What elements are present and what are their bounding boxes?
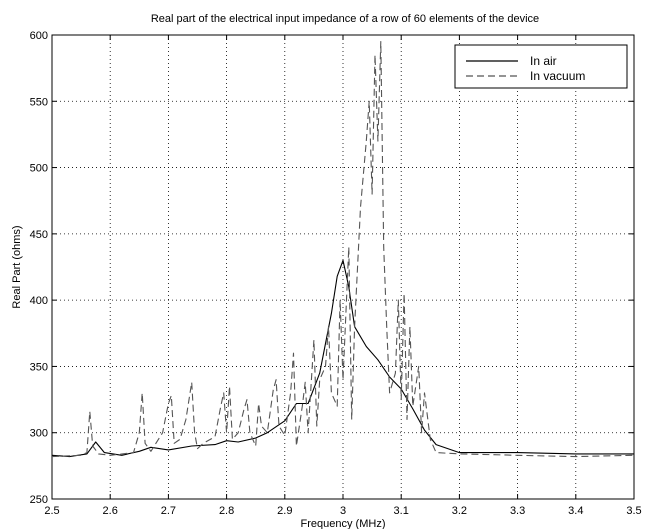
y-tick-label: 600: [30, 30, 48, 42]
y-tick-label: 400: [30, 295, 48, 307]
x-tick-label: 3.2: [452, 505, 467, 517]
y-axis-ticks: 250 300 350 400 450 500 550 600: [30, 30, 634, 506]
x-tick-label: 2.6: [103, 505, 118, 517]
x-tick-label: 3.1: [394, 505, 409, 517]
y-tick-label: 350: [30, 361, 48, 373]
x-tick-label: 2.5: [44, 505, 59, 517]
series-line-in-vacuum: [51, 41, 635, 458]
chart-title: Real part of the electrical input impeda…: [151, 13, 539, 25]
x-tick-label: 3.5: [626, 505, 641, 517]
x-tick-label: 2.9: [277, 505, 292, 517]
x-tick-label: 2.8: [219, 505, 234, 517]
y-tick-label: 250: [30, 494, 48, 506]
grid-lines: [52, 35, 634, 499]
x-tick-label: 3.4: [568, 505, 583, 517]
x-tick-label: 2.7: [161, 505, 176, 517]
legend-box: [454, 44, 628, 89]
y-tick-label: 550: [30, 96, 48, 108]
legend: In air In vacuum: [454, 44, 628, 89]
y-tick-label: 450: [30, 229, 48, 241]
y-axis-label: Real Part (ohms): [11, 225, 23, 308]
legend-label-in-vacuum: In vacuum: [530, 69, 585, 83]
x-tick-label: 3.3: [510, 505, 525, 517]
x-axis-label: Frequency (MHz): [301, 518, 386, 529]
legend-label-in-air: In air: [530, 54, 557, 68]
y-tick-label: 500: [30, 163, 48, 175]
x-axis-ticks: 2.5 2.6 2.7 2.8 2.9 3 3.1 3.2 3.3 3.4 3.5: [44, 35, 642, 517]
x-tick-label: 3: [340, 505, 346, 517]
y-tick-label: 300: [30, 428, 48, 440]
series-lines: [51, 41, 635, 458]
